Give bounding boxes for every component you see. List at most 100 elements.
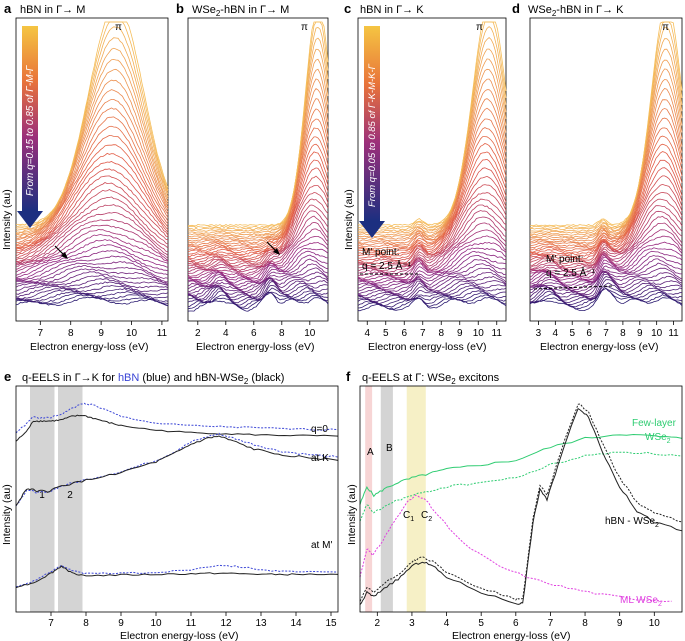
spectrum-b-33 [188, 118, 329, 248]
panel-e-frame [15, 385, 339, 613]
tick-label-d-1: 4 [553, 328, 559, 339]
spectrum-c-29 [357, 151, 507, 256]
label-exciton-c2: C2 [421, 510, 432, 523]
tick-label-a-3: 10 [126, 328, 138, 339]
tick-label-f-3: 5 [478, 618, 484, 629]
panel-e-ticks: 7 8 9 10 11 12 13 14 15 [48, 612, 337, 629]
f-series-2 [359, 494, 672, 603]
spectrum-b-20 [187, 215, 329, 273]
spectrum-d-15 [529, 247, 683, 281]
spectrum-a-40 [15, 47, 169, 233]
spectrum-a-37 [15, 79, 169, 238]
spectrum-d-26 [529, 175, 683, 261]
spectrum-b-34 [187, 108, 329, 246]
spectrum-b-7 [187, 277, 329, 299]
spectrum-b-38 [187, 68, 329, 238]
panel-a-ticks: 7 8 9 10 11 [38, 321, 168, 339]
panel-f-frame [359, 385, 683, 613]
tick-label-e-5: 12 [220, 618, 232, 629]
spectrum-b-31 [187, 136, 329, 251]
spectrum-b-4 [187, 284, 329, 304]
spectrum-a-41 [15, 37, 169, 231]
spectrum-c-35 [357, 98, 507, 244]
spectrum-c-4 [357, 287, 507, 305]
panel-e-ylabel: Intensity (au) [1, 484, 13, 545]
spectrum-a-15 [15, 244, 169, 279]
tick-label-d-2: 5 [569, 328, 575, 339]
spectrum-c-7 [357, 280, 507, 299]
spectrum-a-1 [15, 294, 169, 307]
tick-label-c-0: 4 [364, 328, 370, 339]
spectrum-a-30 [16, 144, 169, 249]
spectrum-a-25 [15, 182, 169, 259]
spectrum-b-22 [187, 204, 329, 268]
spectrum-b-15 [187, 247, 329, 282]
spectrum-b-27 [187, 167, 329, 260]
spectrum-a-17 [15, 234, 169, 273]
panel-a: a hBN in Γ→ M π From q=0.15 to 0.85 of Γ… [1, 1, 169, 353]
panel-c-ylabel: Intensity (au) [343, 189, 355, 250]
spectrum-a-27 [15, 168, 169, 254]
panel-e-curves [15, 402, 339, 589]
spectrum-d-22 [529, 205, 683, 269]
tick-label-e-8: 15 [325, 618, 337, 629]
label-few-layer-1: Few-layer [632, 418, 677, 429]
e-atM-hbn [15, 564, 339, 588]
tick-label-d-5: 8 [620, 328, 626, 339]
band-c [406, 386, 426, 612]
spectrum-b-24 [187, 192, 329, 265]
spectrum-d-42 [529, 26, 683, 231]
panel-b-letter: b [176, 1, 184, 16]
spectrum-d-41 [529, 38, 683, 232]
tick-label-b-1: 4 [223, 328, 229, 339]
panel-e-xlabel: Electron energy-loss (eV) [120, 630, 238, 641]
tick-label-c-6: 10 [473, 328, 485, 339]
panel-d: d WSe2-hBN in Γ→ K π M' point: q = 2.5 Å… [512, 1, 683, 353]
tick-label-a-1: 8 [68, 328, 74, 339]
spectrum-a-8 [15, 274, 169, 291]
panel-a-frame [15, 17, 169, 322]
spectrum-a-39 [15, 59, 169, 235]
spectrum-a-18 [15, 228, 169, 270]
f-series-1 [359, 451, 683, 522]
panel-b-peak-label: π [301, 22, 308, 33]
panel-b-frame [187, 17, 329, 322]
spectrum-b-44 [187, 21, 329, 227]
spectrum-a-21 [15, 212, 169, 265]
panel-a-title: hBN in Γ→ M [20, 4, 85, 16]
band-1 [30, 386, 55, 612]
spectrum-d-20 [529, 215, 683, 273]
spectrum-c-27 [357, 167, 507, 259]
spectrum-b-17 [187, 236, 329, 279]
spectrum-d-19 [529, 222, 683, 275]
spectrum-c-3 [357, 290, 507, 307]
gradient-arrow-c: From q=0.05 to 0.85 of Γ-K-M-K-Γ [359, 26, 385, 238]
spectrum-a-23 [15, 196, 169, 263]
spectrum-a-34 [15, 107, 169, 244]
spectrum-a-11 [15, 265, 169, 283]
spectrum-c-11 [357, 263, 507, 290]
tick-label-e-7: 14 [290, 618, 302, 629]
spectrum-a-38 [15, 68, 169, 236]
panel-c-frame [357, 17, 507, 322]
tick-label-f-5: 7 [548, 618, 554, 629]
spectrum-a-35 [15, 99, 169, 241]
panel-d-title: WSe2-hBN in Γ→ K [528, 4, 624, 18]
spectrum-a-43 [15, 21, 169, 228]
band-2 [58, 386, 83, 612]
label-hbn-wse2: hBN - WSe2 [605, 516, 659, 529]
spectrum-b-5 [187, 281, 329, 302]
tick-label-c-3: 7 [420, 328, 426, 339]
panel-f-letter: f [346, 369, 351, 384]
spectrum-a-9 [15, 271, 169, 288]
spectrum-b-26 [187, 175, 329, 261]
spectrum-b-19 [187, 221, 329, 275]
label-few-layer-2: WSe2 [645, 432, 671, 445]
panel-f-curves [359, 403, 683, 605]
spectrum-a-44 [16, 21, 169, 226]
spectrum-b-36 [187, 88, 329, 242]
label-at-m: at M' [311, 540, 332, 551]
tick-label-d-3: 6 [586, 328, 592, 339]
spectrum-b-35 [187, 98, 329, 244]
